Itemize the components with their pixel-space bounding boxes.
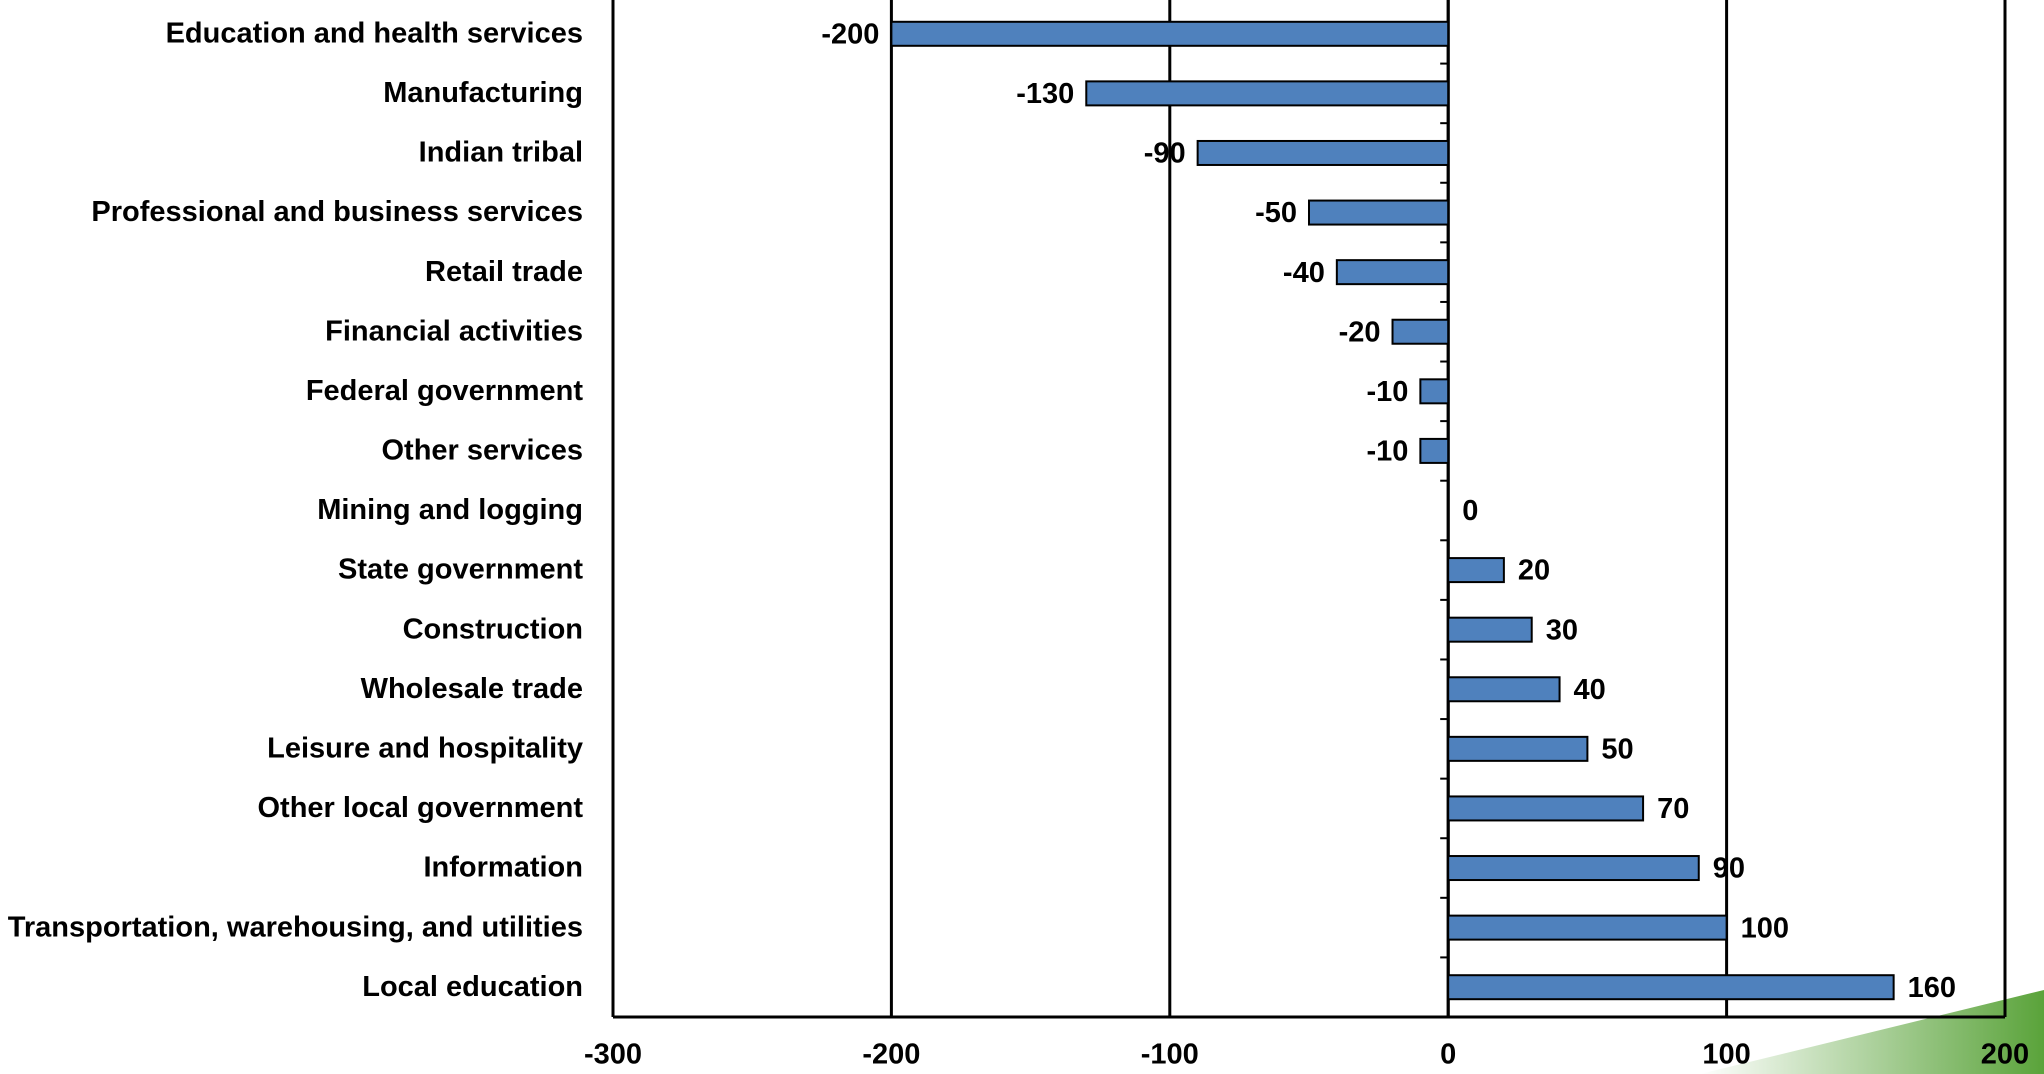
x-tick-label: 100 bbox=[1702, 1039, 1750, 1071]
x-tick-label: -200 bbox=[862, 1039, 920, 1071]
bar bbox=[1419, 378, 1450, 405]
bar bbox=[1085, 80, 1450, 107]
data-label: 40 bbox=[1574, 674, 1606, 706]
bar bbox=[1391, 318, 1450, 345]
data-label: 100 bbox=[1741, 912, 1789, 944]
bar bbox=[890, 20, 1450, 47]
y-tick-label: Education and health services bbox=[166, 17, 583, 49]
bar bbox=[1447, 855, 1700, 882]
y-tick-label: Local education bbox=[362, 971, 583, 1003]
y-tick-label: Other services bbox=[381, 435, 583, 467]
y-tick-label: State government bbox=[338, 554, 583, 586]
data-label: 70 bbox=[1657, 793, 1689, 825]
y-tick-label: Wholesale trade bbox=[361, 673, 583, 705]
data-label: 50 bbox=[1601, 734, 1633, 766]
data-label: -50 bbox=[1255, 197, 1297, 229]
decoration bbox=[1700, 990, 2044, 1074]
bar bbox=[1335, 259, 1450, 286]
data-label: 30 bbox=[1546, 614, 1578, 646]
data-label: -40 bbox=[1283, 257, 1325, 289]
x-tick-label: 200 bbox=[1981, 1039, 2029, 1071]
data-label: 0 bbox=[1462, 495, 1478, 527]
y-tick-label: Leisure and hospitality bbox=[267, 733, 583, 765]
y-tick-label: Mining and logging bbox=[317, 494, 583, 526]
y-tick-label: Financial activities bbox=[325, 315, 583, 347]
data-label: -10 bbox=[1366, 376, 1408, 408]
y-tick-label: Indian tribal bbox=[419, 137, 583, 169]
bar bbox=[1447, 914, 1728, 941]
y-tick-label: Other local government bbox=[257, 792, 583, 824]
data-label: -20 bbox=[1339, 316, 1381, 348]
bar bbox=[1447, 795, 1645, 822]
y-tick-label: Retail trade bbox=[425, 256, 583, 288]
bar bbox=[1447, 676, 1561, 703]
x-tick-label: -100 bbox=[1141, 1039, 1199, 1071]
bar bbox=[1419, 437, 1450, 464]
bar bbox=[1308, 199, 1450, 226]
bar bbox=[1447, 616, 1533, 643]
data-label: -200 bbox=[821, 18, 879, 50]
x-tick-label: -300 bbox=[584, 1039, 642, 1071]
y-tick-label: Professional and business services bbox=[91, 196, 583, 228]
bar bbox=[1447, 557, 1505, 584]
y-tick-label: Construction bbox=[403, 613, 583, 645]
y-tick-label: Federal government bbox=[306, 375, 584, 407]
data-label: -90 bbox=[1144, 138, 1186, 170]
data-label: 160 bbox=[1908, 972, 1956, 1004]
x-tick-label: 0 bbox=[1440, 1039, 1456, 1071]
y-tick-label: Manufacturing bbox=[383, 77, 583, 109]
bar bbox=[1196, 139, 1450, 166]
y-tick-label: Information bbox=[424, 852, 584, 884]
data-label: 20 bbox=[1518, 555, 1550, 587]
bar bbox=[1447, 735, 1589, 762]
y-tick-label: Transportation, warehousing, and utiliti… bbox=[8, 911, 583, 943]
data-label: -130 bbox=[1016, 78, 1074, 110]
bar bbox=[1447, 974, 1895, 1001]
data-label: -10 bbox=[1366, 436, 1408, 468]
data-label: 90 bbox=[1713, 853, 1745, 885]
